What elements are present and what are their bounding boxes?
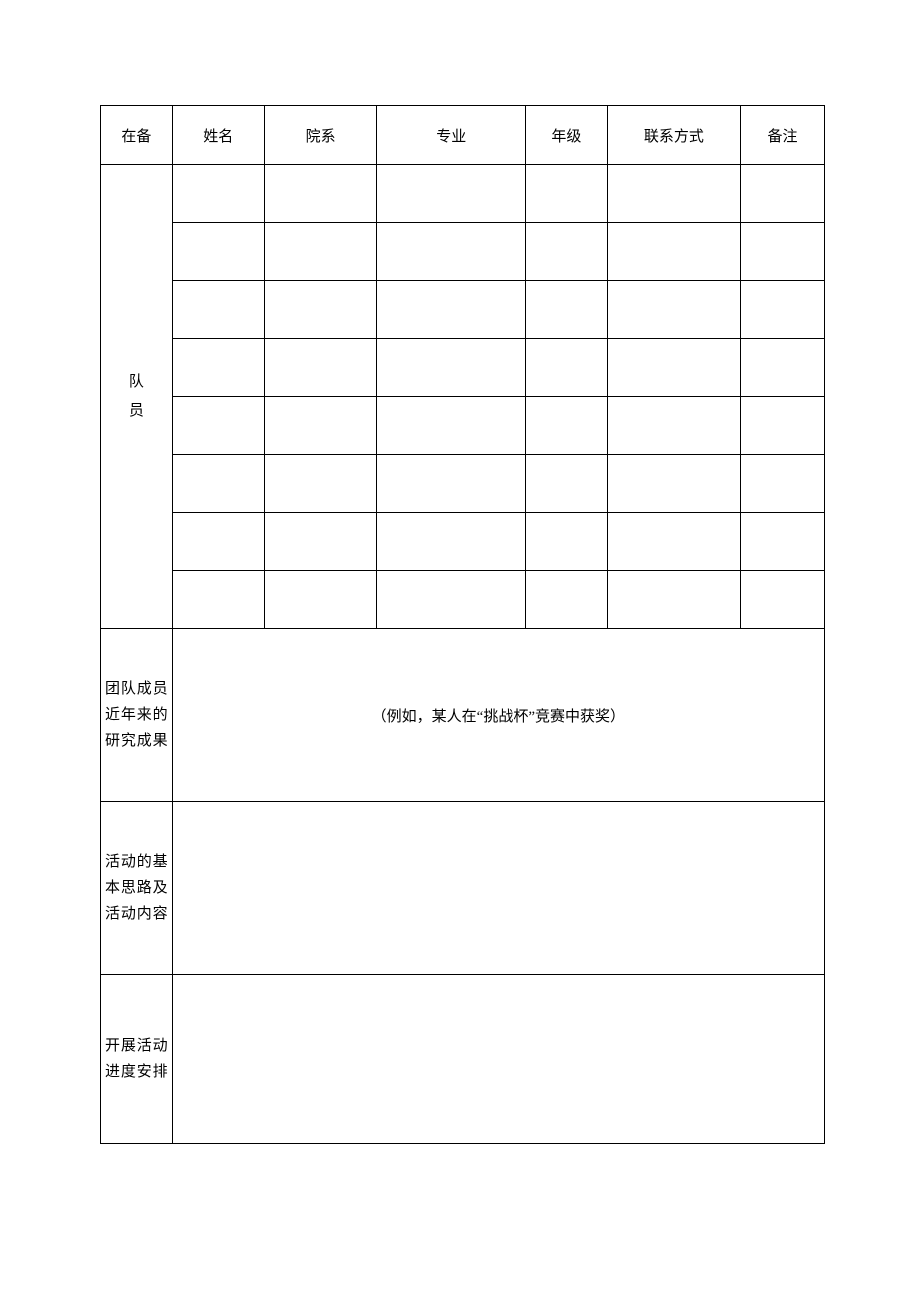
- member-note: [741, 223, 825, 281]
- member-dept: [264, 513, 377, 571]
- form-table: 在备 姓名 院系 专业 年级 联系方式 备注 队 员: [100, 105, 825, 1144]
- member-dept: [264, 339, 377, 397]
- section-schedule-row: 开展活动进度安排: [101, 975, 825, 1144]
- member-dept: [264, 165, 377, 223]
- header-row: 在备 姓名 院系 专业 年级 联系方式 备注: [101, 106, 825, 165]
- member-name: [172, 513, 264, 571]
- member-name: [172, 165, 264, 223]
- member-name: [172, 397, 264, 455]
- member-contact: [607, 165, 740, 223]
- member-name: [172, 339, 264, 397]
- member-major: [377, 455, 525, 513]
- member-contact: [607, 513, 740, 571]
- member-contact: [607, 397, 740, 455]
- header-col0: 在备: [101, 106, 173, 165]
- member-grade: [525, 455, 607, 513]
- header-col2: 院系: [264, 106, 377, 165]
- member-grade: [525, 223, 607, 281]
- header-col1: 姓名: [172, 106, 264, 165]
- member-contact: [607, 281, 740, 339]
- member-major: [377, 165, 525, 223]
- member-major: [377, 397, 525, 455]
- member-major: [377, 223, 525, 281]
- member-name: [172, 223, 264, 281]
- member-row: [101, 281, 825, 339]
- section-schedule-content: [172, 975, 824, 1144]
- member-contact: [607, 455, 740, 513]
- header-col4: 年级: [525, 106, 607, 165]
- member-major: [377, 281, 525, 339]
- member-note: [741, 281, 825, 339]
- member-note: [741, 571, 825, 629]
- section-activity-row: 活动的基本思路及活动内容: [101, 802, 825, 975]
- member-grade: [525, 281, 607, 339]
- header-col6: 备注: [741, 106, 825, 165]
- member-name: [172, 281, 264, 339]
- member-contact: [607, 223, 740, 281]
- member-row: [101, 513, 825, 571]
- member-note: [741, 339, 825, 397]
- member-dept: [264, 223, 377, 281]
- member-name: [172, 455, 264, 513]
- member-note: [741, 513, 825, 571]
- member-dept: [264, 571, 377, 629]
- member-row: [101, 397, 825, 455]
- section-research-row: 团队成员近年来的研究成果 （例如，某人在“挑战杯”竞赛中获奖）: [101, 629, 825, 802]
- section-schedule-label: 开展活动进度安排: [101, 975, 173, 1144]
- section-research-content: （例如，某人在“挑战杯”竞赛中获奖）: [172, 629, 824, 802]
- section-activity-label: 活动的基本思路及活动内容: [101, 802, 173, 975]
- member-contact: [607, 339, 740, 397]
- members-label-text: 队 员: [129, 374, 144, 419]
- member-grade: [525, 513, 607, 571]
- member-row: 队 员: [101, 165, 825, 223]
- member-row: [101, 339, 825, 397]
- member-major: [377, 513, 525, 571]
- members-label: 队 员: [101, 165, 173, 629]
- member-dept: [264, 455, 377, 513]
- member-name: [172, 571, 264, 629]
- member-row: [101, 455, 825, 513]
- member-note: [741, 455, 825, 513]
- section-research-label: 团队成员近年来的研究成果: [101, 629, 173, 802]
- member-grade: [525, 339, 607, 397]
- member-grade: [525, 165, 607, 223]
- member-grade: [525, 397, 607, 455]
- member-major: [377, 571, 525, 629]
- member-major: [377, 339, 525, 397]
- member-note: [741, 165, 825, 223]
- member-note: [741, 397, 825, 455]
- member-row: [101, 223, 825, 281]
- member-dept: [264, 281, 377, 339]
- member-dept: [264, 397, 377, 455]
- member-row: [101, 571, 825, 629]
- header-col3: 专业: [377, 106, 525, 165]
- header-col5: 联系方式: [607, 106, 740, 165]
- section-activity-content: [172, 802, 824, 975]
- member-grade: [525, 571, 607, 629]
- member-contact: [607, 571, 740, 629]
